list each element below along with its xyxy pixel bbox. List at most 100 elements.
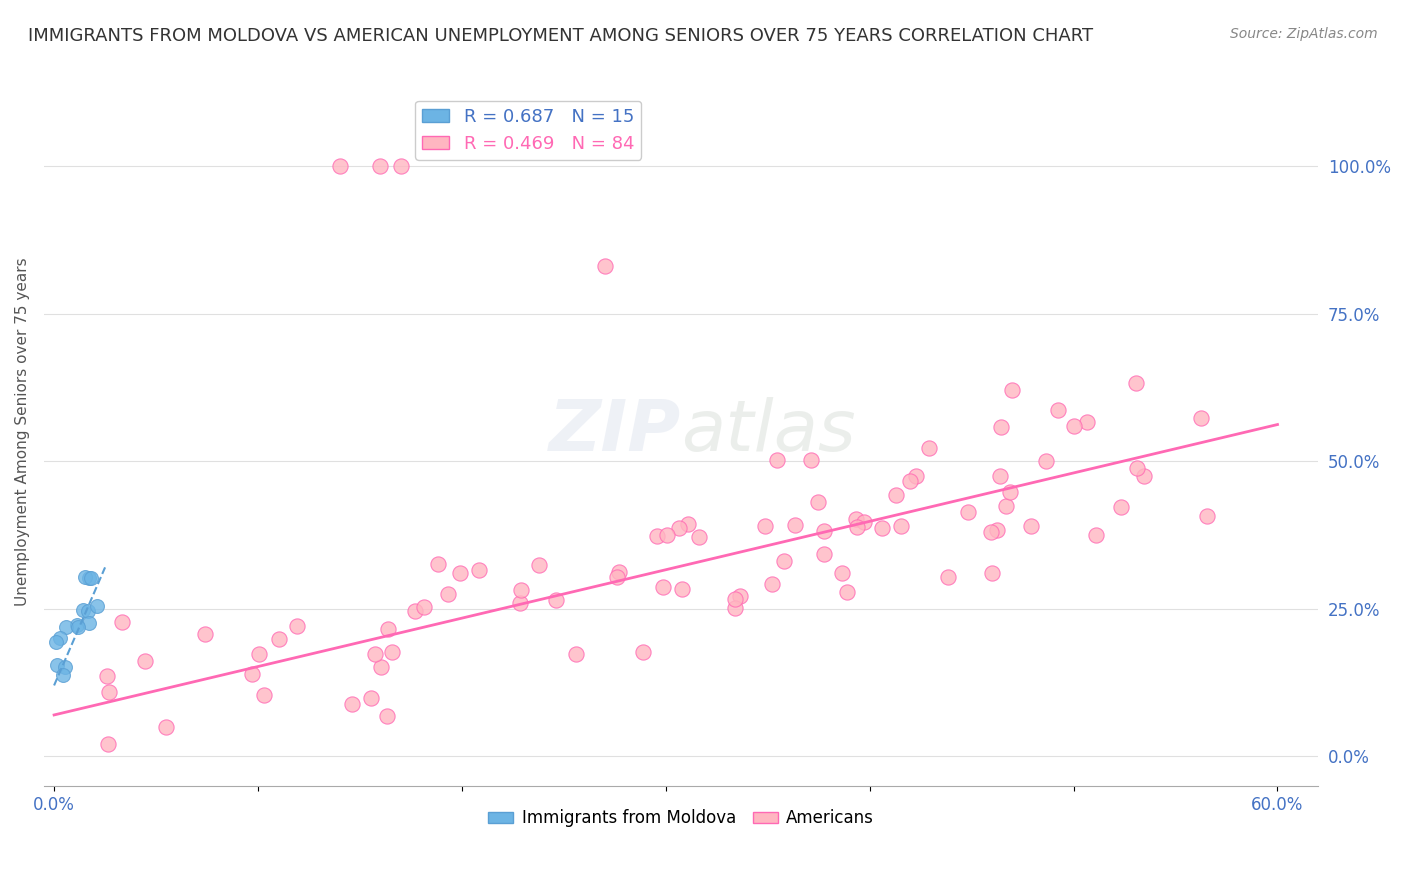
Point	[870, 521, 893, 535]
Point	[831, 566, 853, 580]
Point	[1085, 528, 1108, 542]
Point	[785, 517, 807, 532]
Legend: Immigrants from Moldova, Americans: Immigrants from Moldova, Americans	[482, 803, 880, 834]
Point	[813, 524, 835, 539]
Point	[1076, 415, 1098, 429]
Point	[995, 499, 1018, 513]
Point	[724, 601, 747, 615]
Point	[676, 516, 699, 531]
Point	[886, 488, 908, 502]
Point	[49, 632, 72, 646]
Point	[269, 632, 291, 646]
Point	[565, 647, 588, 661]
Point	[765, 453, 787, 467]
Point	[631, 645, 654, 659]
Point	[845, 512, 868, 526]
Point	[67, 619, 90, 633]
Point	[645, 529, 668, 543]
Y-axis label: Unemployment Among Seniors over 75 years: Unemployment Among Seniors over 75 years	[15, 257, 30, 606]
Point	[981, 566, 1004, 581]
Point	[328, 159, 350, 173]
Point	[754, 518, 776, 533]
Point	[688, 530, 710, 544]
Point	[1133, 469, 1156, 483]
Point	[194, 627, 217, 641]
Point	[80, 571, 103, 585]
Point	[800, 453, 823, 467]
Point	[363, 647, 385, 661]
Text: ZIP: ZIP	[548, 397, 681, 467]
Text: atlas: atlas	[681, 397, 856, 467]
Point	[671, 582, 693, 596]
Point	[509, 596, 531, 610]
Point	[990, 419, 1012, 434]
Point	[846, 520, 869, 534]
Point	[53, 660, 76, 674]
Point	[1001, 384, 1024, 398]
Point	[155, 720, 177, 734]
Point	[918, 441, 941, 455]
Point	[761, 577, 783, 591]
Text: Source: ZipAtlas.com: Source: ZipAtlas.com	[1230, 27, 1378, 41]
Point	[75, 570, 97, 584]
Point	[77, 571, 100, 585]
Point	[45, 634, 67, 648]
Point	[668, 521, 690, 535]
Point	[97, 684, 120, 698]
Point	[898, 474, 921, 488]
Point	[1109, 500, 1132, 514]
Point	[652, 580, 675, 594]
Text: IMMIGRANTS FROM MOLDOVA VS AMERICAN UNEMPLOYMENT AMONG SENIORS OVER 75 YEARS COR: IMMIGRANTS FROM MOLDOVA VS AMERICAN UNEM…	[28, 27, 1094, 45]
Point	[1126, 460, 1149, 475]
Point	[936, 569, 959, 583]
Point	[728, 589, 751, 603]
Point	[360, 691, 382, 706]
Point	[252, 688, 274, 702]
Point	[852, 516, 875, 530]
Point	[86, 599, 108, 613]
Point	[957, 505, 980, 519]
Point	[66, 618, 89, 632]
Point	[807, 495, 830, 509]
Point	[413, 600, 436, 615]
Point	[377, 622, 399, 636]
Point	[370, 659, 392, 673]
Point	[988, 469, 1011, 483]
Point	[134, 654, 156, 668]
Point	[837, 584, 859, 599]
Point	[724, 592, 747, 607]
Point	[111, 615, 134, 629]
Point	[890, 519, 912, 533]
Point	[657, 527, 679, 541]
Point	[52, 668, 75, 682]
Point	[96, 668, 118, 682]
Point	[426, 558, 449, 572]
Point	[77, 615, 100, 630]
Point	[55, 620, 77, 634]
Point	[1021, 518, 1043, 533]
Point	[1035, 453, 1057, 467]
Point	[593, 260, 616, 274]
Point	[529, 558, 551, 573]
Point	[1063, 419, 1085, 434]
Point	[247, 648, 270, 662]
Point	[773, 554, 796, 568]
Point	[607, 565, 630, 579]
Point	[77, 604, 100, 618]
Point	[436, 586, 458, 600]
Point	[606, 570, 628, 584]
Point	[375, 709, 398, 723]
Point	[1125, 376, 1147, 390]
Point	[404, 604, 426, 618]
Point	[340, 697, 363, 711]
Point	[1189, 411, 1212, 425]
Point	[72, 602, 94, 616]
Point	[287, 619, 309, 633]
Point	[381, 645, 404, 659]
Point	[97, 738, 120, 752]
Point	[986, 523, 1008, 537]
Point	[449, 566, 471, 581]
Point	[370, 159, 392, 173]
Point	[544, 593, 567, 607]
Point	[980, 524, 1002, 539]
